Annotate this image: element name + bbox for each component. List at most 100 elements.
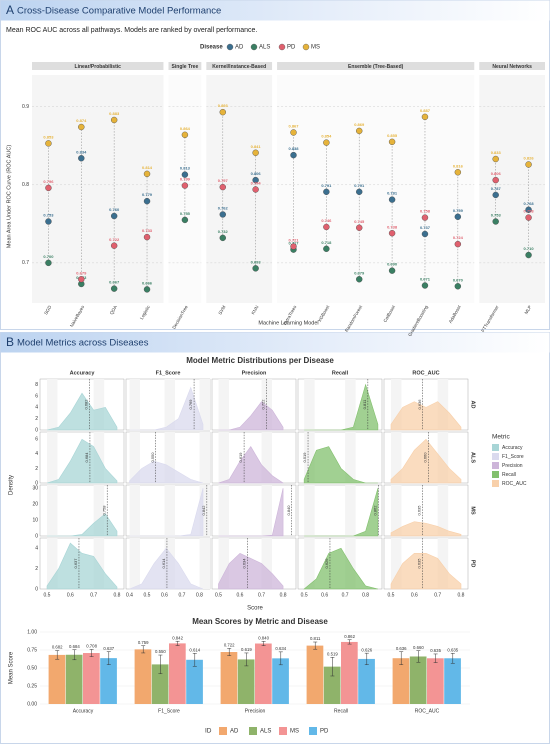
error-bar bbox=[175, 640, 180, 646]
dot bbox=[525, 206, 532, 213]
mean-label: 0.682 bbox=[84, 399, 89, 410]
facet-strip bbox=[32, 62, 164, 70]
value-label: 0.855 bbox=[387, 133, 398, 138]
value-label: 0.869 bbox=[354, 122, 365, 127]
x-axis-title: Machine Learning Model bbox=[258, 320, 318, 326]
mean-label: 0.635 bbox=[417, 558, 422, 569]
legend-label: MS bbox=[311, 45, 320, 51]
dot bbox=[454, 169, 462, 176]
mean-label: 0.684 bbox=[84, 452, 89, 463]
row-label: ALS bbox=[470, 452, 476, 463]
error-bar bbox=[450, 652, 455, 664]
panel-band bbox=[218, 432, 229, 483]
x-tick-label: 0.8 bbox=[362, 592, 369, 598]
bar bbox=[306, 645, 324, 704]
dot bbox=[45, 218, 52, 225]
dot bbox=[388, 138, 396, 146]
dot bbox=[356, 276, 363, 283]
value-label: 0.816 bbox=[453, 163, 464, 168]
value-label: 0.679 bbox=[76, 270, 87, 275]
value-label: 0.842 bbox=[172, 635, 183, 640]
y-tick-label: 4 bbox=[35, 451, 38, 457]
panel-band bbox=[437, 432, 449, 483]
value-label: 0.738 bbox=[387, 224, 398, 229]
value-label: 0.550 bbox=[155, 649, 166, 654]
density-area bbox=[129, 460, 204, 484]
value-label: 0.867 bbox=[288, 124, 299, 129]
x-tick-label: FTTransformer bbox=[480, 304, 499, 333]
dot bbox=[492, 218, 499, 225]
panel-band bbox=[199, 432, 210, 483]
y-tick-label: 6 bbox=[35, 437, 38, 443]
value-label: 0.745 bbox=[354, 219, 365, 224]
value-label: 0.887 bbox=[420, 108, 431, 113]
dot bbox=[78, 276, 85, 283]
value-label: 0.794 bbox=[251, 181, 262, 186]
panel-band bbox=[47, 538, 58, 589]
density-area bbox=[129, 386, 204, 431]
legend-title: ID bbox=[205, 728, 212, 735]
x-tick-label: 0.5 bbox=[215, 592, 222, 598]
facet-strip bbox=[206, 62, 273, 70]
legend-label: Accuracy bbox=[502, 445, 523, 451]
facet-label: Linear/Probabilistic bbox=[75, 64, 122, 70]
error-bar bbox=[227, 648, 232, 656]
value-label: 0.722 bbox=[224, 643, 235, 648]
x-tick-label: SGD bbox=[43, 304, 53, 316]
value-label: 0.811 bbox=[310, 636, 321, 641]
x-tick-label: Logistic bbox=[139, 304, 151, 320]
panel-band bbox=[391, 538, 402, 589]
value-label: 0.755 bbox=[180, 211, 191, 216]
value-label: 0.666 bbox=[142, 280, 153, 285]
panel-band bbox=[164, 379, 175, 430]
bar bbox=[237, 659, 255, 704]
legend-label: Precision bbox=[502, 463, 523, 469]
panel-band bbox=[304, 379, 315, 430]
dot bbox=[525, 214, 532, 221]
x-tick-label: MLP bbox=[523, 305, 532, 316]
value-label: 0.693 bbox=[251, 259, 262, 264]
legend-label: Recall bbox=[502, 472, 516, 478]
chart-title: Model Metric Distributions per Disease bbox=[186, 356, 334, 365]
mean-label: 0.840 bbox=[286, 505, 291, 516]
value-label: 0.814 bbox=[142, 165, 153, 170]
panel-band bbox=[93, 485, 105, 536]
value-label: 0.708 bbox=[86, 644, 97, 649]
x-tick-label: 0.6 bbox=[161, 592, 168, 598]
row-strip bbox=[469, 485, 476, 536]
dot bbox=[219, 234, 226, 242]
density-area bbox=[46, 542, 118, 590]
dot bbox=[252, 176, 259, 184]
value-label: 0.834 bbox=[76, 149, 87, 154]
density-area bbox=[390, 521, 462, 537]
column-label: F1_Score bbox=[156, 370, 181, 376]
bar bbox=[272, 658, 289, 704]
value-label: 0.864 bbox=[180, 126, 191, 131]
legend-label: PD bbox=[287, 45, 296, 51]
value-label: 0.737 bbox=[420, 225, 431, 230]
dot bbox=[143, 197, 151, 205]
y-tick-label: 0.50 bbox=[27, 665, 37, 671]
dot bbox=[421, 230, 429, 238]
dot bbox=[421, 282, 429, 289]
bar bbox=[323, 666, 341, 704]
bar bbox=[444, 658, 461, 704]
y-tick-label: 1.00 bbox=[27, 629, 37, 635]
panel-band bbox=[261, 432, 273, 483]
value-label: 0.759 bbox=[138, 640, 149, 645]
panel-band bbox=[218, 538, 229, 589]
dot bbox=[110, 242, 118, 249]
x-tick-label: 0.8 bbox=[280, 592, 287, 598]
error-bar bbox=[141, 645, 146, 654]
panel-band bbox=[304, 432, 315, 483]
x-tick-label: 0.5 bbox=[301, 592, 308, 598]
mean-label: 0.769 bbox=[188, 399, 193, 410]
y-tick-label: 0 bbox=[35, 533, 38, 539]
mean-label: 0.550 bbox=[150, 452, 155, 463]
y-tick-label: 0.25 bbox=[27, 683, 37, 689]
dot bbox=[110, 212, 118, 220]
legend-swatch bbox=[278, 43, 286, 51]
dot bbox=[388, 267, 396, 274]
facet-background bbox=[277, 75, 475, 303]
legend-label: ALS bbox=[260, 729, 271, 735]
